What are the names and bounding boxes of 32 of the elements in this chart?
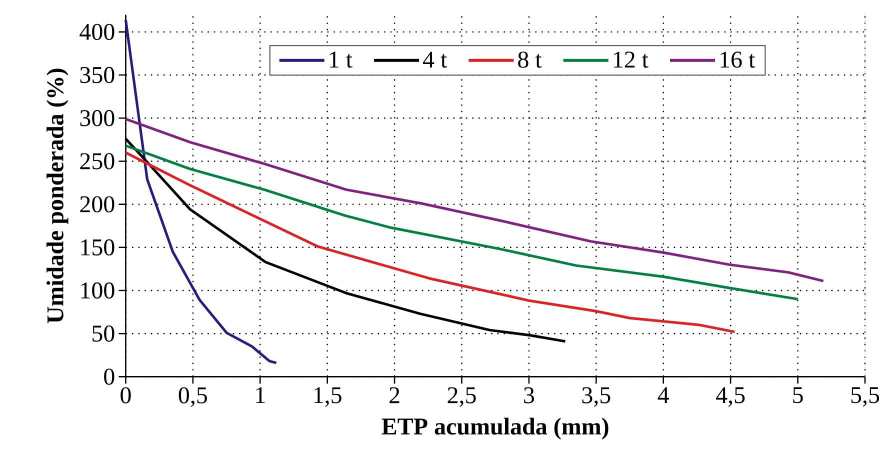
y-tick-label: 150 [81,239,114,256]
legend-label: 16 t [720,52,756,68]
y-tick-label: 300 [80,110,114,126]
line-series [124,18,278,364]
x-tick-label: 2 [390,387,400,404]
x-tick-label: 4,5 [716,387,745,407]
x-tick-label: 0,5 [178,387,207,407]
x-tick-label: 3,5 [582,387,610,407]
line-series [124,144,800,300]
line-series [124,151,736,334]
legend-label: 12 t [614,52,648,68]
y-tick-label: 200 [80,196,114,212]
legend-label: 1 t [330,52,352,68]
y-tick-label: 400 [80,24,114,40]
line-series [124,118,825,282]
x-tick-label: 5 [793,387,803,404]
x-tick-label: 1,5 [314,387,342,407]
legend-label: 8 t [518,52,542,68]
y-tick-label: 100 [81,282,114,299]
x-tick-label: 3 [524,387,534,404]
y-tick-label: 350 [80,66,114,84]
y-axis-title: Umidade ponderada (%) [46,68,68,324]
y-tick-label: 50 [92,325,114,342]
x-tick-label: 0 [120,387,131,404]
x-tick-label: 2,5 [448,387,476,407]
x-tick-label: 1 [256,387,265,404]
x-tick-label: 5,5 [851,387,880,407]
legend-label: 4 t [423,52,448,68]
y-tick-label: 0 [104,368,114,385]
x-tick-label: 4 [658,387,669,404]
x-axis-title: ETP acumulada (mm) [382,418,608,440]
y-tick-label: 250 [80,153,114,170]
